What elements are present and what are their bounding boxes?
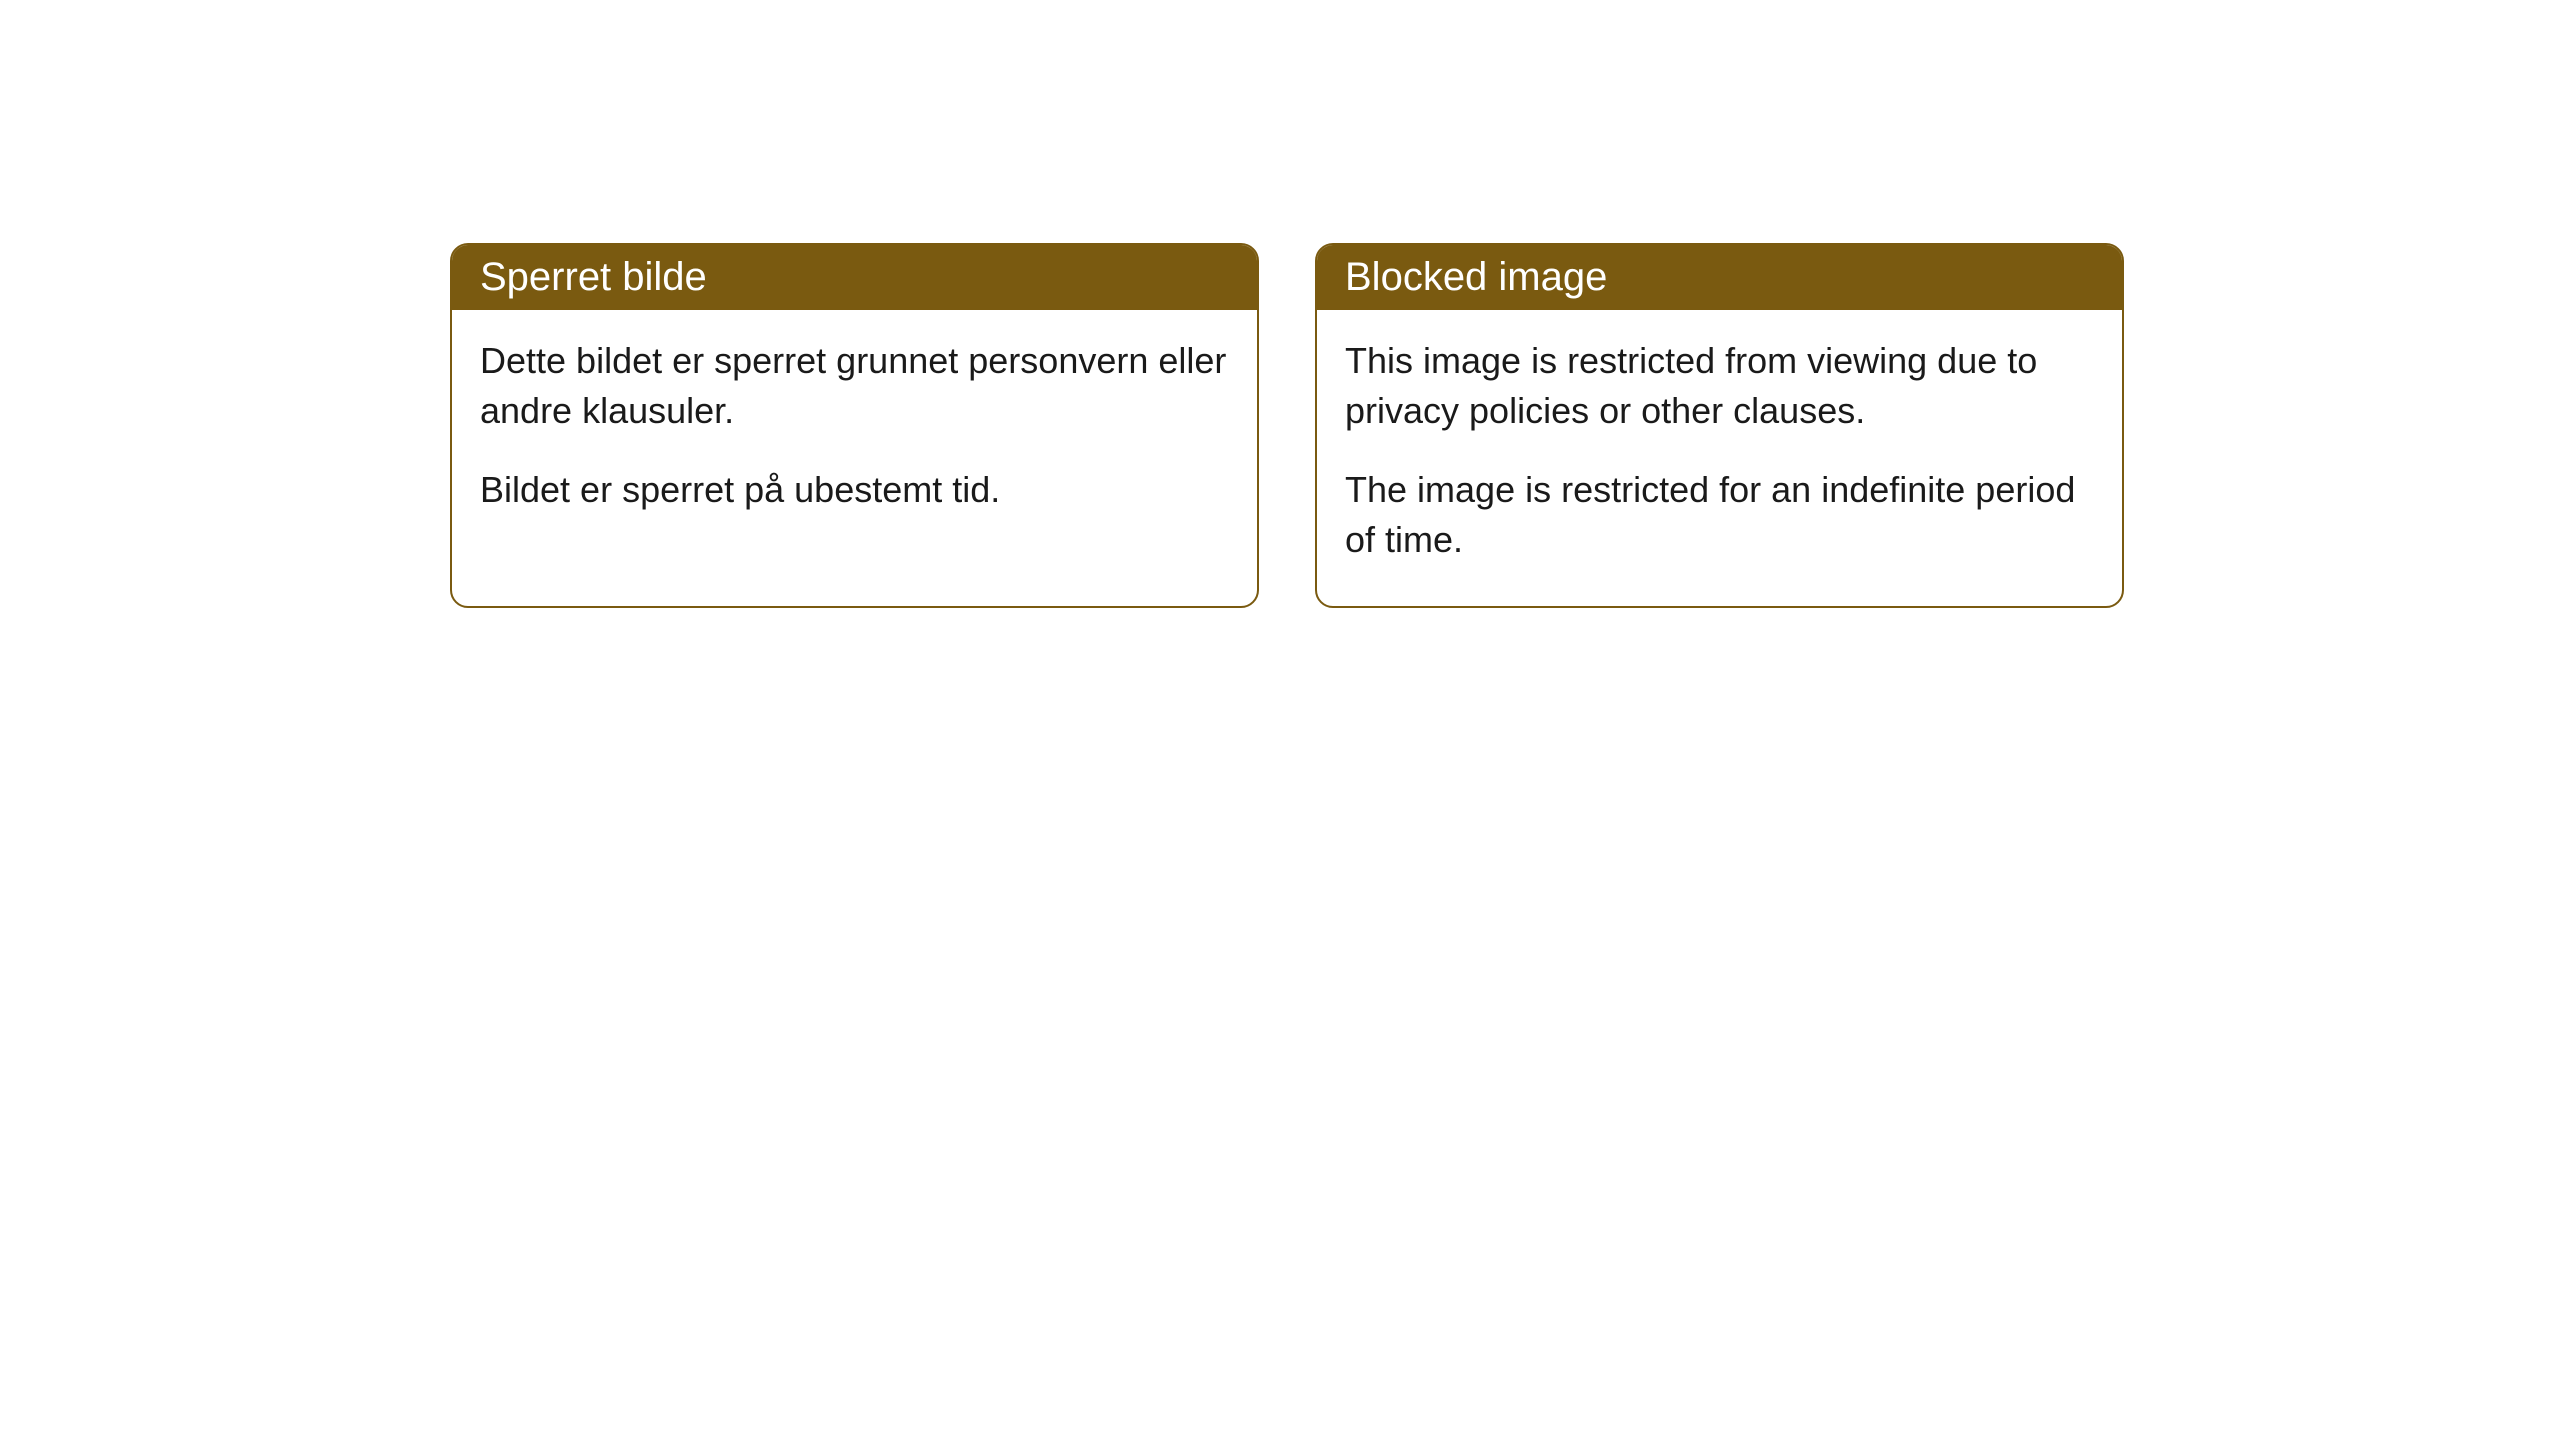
card-header-english: Blocked image [1317,245,2122,310]
card-header-norwegian: Sperret bilde [452,245,1257,310]
card-para1-english: This image is restricted from viewing du… [1345,336,2094,437]
card-para2-english: The image is restricted for an indefinit… [1345,465,2094,566]
notice-card-norwegian: Sperret bilde Dette bildet er sperret gr… [450,243,1259,608]
card-body-english: This image is restricted from viewing du… [1317,310,2122,606]
card-para1-norwegian: Dette bildet er sperret grunnet personve… [480,336,1229,437]
card-body-norwegian: Dette bildet er sperret grunnet personve… [452,310,1257,555]
notice-cards-container: Sperret bilde Dette bildet er sperret gr… [450,243,2124,608]
card-para2-norwegian: Bildet er sperret på ubestemt tid. [480,465,1229,515]
notice-card-english: Blocked image This image is restricted f… [1315,243,2124,608]
